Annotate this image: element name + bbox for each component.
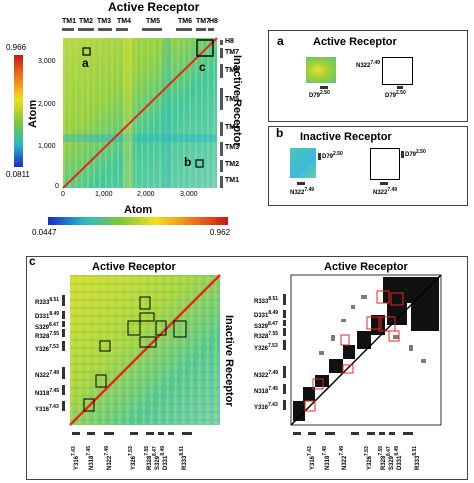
panel-a-bar-2 — [397, 86, 403, 89]
right-col-label-r333: R3338.51 — [412, 445, 421, 470]
xtick-1000: 1,000 — [95, 191, 113, 198]
colorbar-left — [14, 55, 23, 167]
panel-b-title: Inactive Receptor — [300, 131, 392, 143]
panel-b-bar-1 — [318, 153, 321, 160]
tm-right-bars — [220, 40, 223, 188]
panel-b-res-d-inactive: D792.50 — [405, 149, 426, 158]
panel-c-letter: c — [29, 254, 36, 268]
top-xlabel: Atom — [124, 204, 153, 216]
right-col-label-d331: D3318.49 — [394, 445, 403, 470]
colorbar-bottom — [48, 217, 228, 225]
ytick-2000: 2,000 — [38, 101, 56, 108]
row-label-s329: S3298.47 — [35, 322, 59, 331]
col-marker-bars-right — [293, 432, 413, 435]
marker-b: b — [184, 155, 192, 169]
tm-top-bars — [62, 28, 214, 31]
panel-a-active-patch — [306, 57, 336, 83]
right-row-label-y326: Y3267.53 — [254, 343, 278, 352]
panel-c-side-label: Inactive Receptor — [223, 315, 235, 407]
xtick-0: 0 — [61, 191, 65, 198]
top-right-title: Inactive Receptor — [231, 55, 243, 147]
tm-right-label-h8: H8 — [225, 38, 234, 45]
right-row-label-y316: Y3167.43 — [254, 402, 278, 411]
right-col-label-n318: N3187.45 — [322, 445, 331, 470]
ytick-0: 0 — [55, 183, 59, 190]
panel-b-active-patch — [290, 148, 316, 178]
panel-c-heatmap — [69, 274, 221, 426]
tm-right-label-tm6: TM6 — [225, 67, 239, 74]
cbar-left-max: 0.966 — [6, 43, 27, 52]
panel-b-letter: b — [276, 126, 284, 140]
panel-b-inactive-patch — [370, 148, 400, 180]
panel-a-letter: a — [277, 34, 284, 48]
panel-a — [268, 30, 468, 122]
row-label-y316: Y3167.43 — [35, 404, 59, 413]
panel-a-inactive-patch — [382, 57, 413, 85]
tm-right-label-tm3: TM3 — [225, 144, 239, 151]
tm-top-label-6: TM6 — [178, 18, 192, 25]
panel-b-res-n-active: N3227.49 — [290, 187, 315, 196]
ytick-1000: 1,000 — [38, 143, 56, 150]
tm-top-label-4: TM4 — [117, 18, 131, 25]
marker-a: a — [82, 56, 89, 70]
panel-b-bar-4 — [380, 182, 388, 185]
right-row-label-r333: R3338.51 — [254, 296, 279, 305]
row-label-r328: R3287.55 — [35, 331, 60, 340]
row-label-y326: Y3267.53 — [35, 344, 59, 353]
row-label-n322: N3227.49 — [35, 370, 60, 379]
tm-top-label-1: TM1 — [62, 18, 76, 25]
panel-b-bar-2 — [401, 151, 404, 158]
ytick-3000: 3,000 — [38, 58, 56, 65]
right-row-label-d331: D3318.49 — [254, 310, 279, 319]
tm-top-label-7: TM7 — [196, 18, 210, 25]
panel-c-right-title: Active Receptor — [324, 261, 408, 273]
row-marker-bars-right — [283, 294, 286, 410]
panel-a-res-d-inactive: D792.50 — [385, 90, 406, 99]
col-label-d331: D3318.49 — [160, 445, 169, 470]
col-label-y326: Y3267.53 — [128, 446, 137, 470]
right-row-label-s329: S3298.47 — [254, 321, 278, 330]
col-label-r333: R3338.51 — [179, 445, 188, 470]
col-label-n318: N3187.45 — [86, 445, 95, 470]
right-col-label-y326: Y3267.53 — [364, 446, 373, 470]
cbar-bottom-min: 0.0447 — [32, 228, 57, 237]
col-label-n322: N3227.49 — [104, 445, 113, 470]
tm-right-label-tm2: TM2 — [225, 161, 239, 168]
col-label-y316: Y3167.43 — [71, 446, 80, 470]
tm-top-label-3: TM3 — [97, 18, 111, 25]
panel-a-res-d-active: D792.50 — [309, 90, 330, 99]
panel-c-difference-map — [290, 274, 442, 426]
right-col-label-n322: N3227.49 — [339, 445, 348, 470]
panel-a-bar-1 — [320, 86, 328, 89]
panel-a-title: Active Receptor — [313, 36, 397, 48]
tm-right-label-tm5: TM5 — [225, 96, 239, 103]
tm-right-label-tm4: TM4 — [225, 124, 239, 131]
panel-b-res-n-inactive: N3227.49 — [373, 187, 398, 196]
col-marker-bars-left — [72, 432, 192, 435]
panel-c-left-title: Active Receptor — [92, 261, 176, 273]
row-label-n318: N3187.45 — [35, 388, 60, 397]
marker-c: c — [199, 60, 206, 74]
tm-top-label-8: H8 — [209, 18, 218, 25]
right-row-label-n322: N3227.49 — [254, 370, 279, 379]
top-heatmap — [62, 37, 218, 189]
tm-top-label-2: TM2 — [79, 18, 93, 25]
right-row-label-n318: N3187.45 — [254, 386, 279, 395]
panel-a-res-n-inactive: N3227.49 — [356, 60, 381, 69]
right-col-label-y316: Y3167.43 — [307, 446, 316, 470]
tm-top-label-5: TM5 — [146, 18, 160, 25]
row-label-r333: R3338.51 — [35, 297, 60, 306]
row-label-d331: D3318.49 — [35, 311, 60, 320]
xtick-2000: 2,000 — [137, 191, 155, 198]
panel-b-res-d-active: D792.50 — [322, 151, 343, 160]
row-marker-bars-left — [62, 295, 65, 411]
xtick-3000: 3,000 — [180, 191, 198, 198]
tm-right-label-tm7: TM7 — [225, 49, 239, 56]
top-title: Active Receptor — [108, 0, 200, 14]
tm-right-label-tm1: TM1 — [225, 177, 239, 184]
right-row-label-r328: R3287.55 — [254, 331, 279, 340]
cbar-left-min: 0.0811 — [6, 170, 30, 179]
panel-b-bar-3 — [297, 182, 305, 185]
cbar-bottom-max: 0.962 — [210, 228, 231, 237]
